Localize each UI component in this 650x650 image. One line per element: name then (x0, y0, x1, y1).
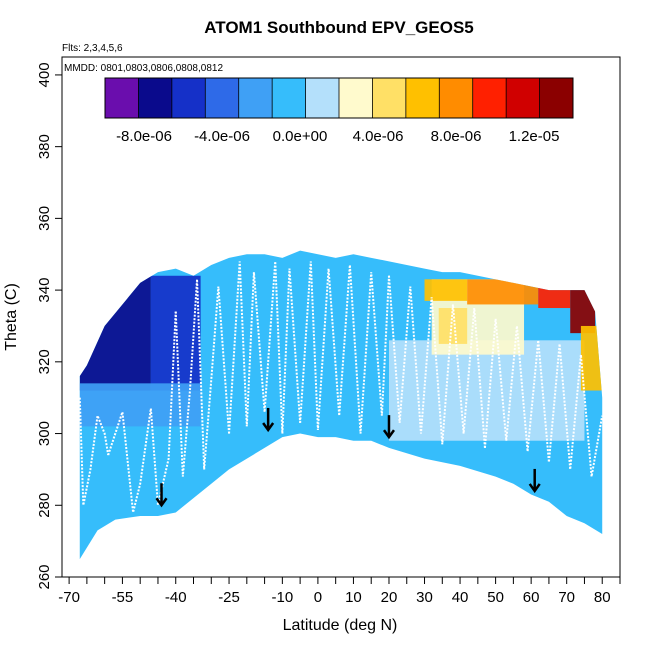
dates-note: MMDD: 0801,0803,0806,0808,0812 (64, 63, 223, 74)
x-tick-label: 80 (594, 589, 611, 606)
y-tick-label: 380 (36, 134, 53, 159)
x-tick-label: 30 (416, 589, 433, 606)
y-tick-label: 300 (36, 421, 53, 446)
colorbar-swatch-5 (272, 78, 306, 118)
colorbar-swatch-3 (205, 78, 240, 118)
x-tick-label: -40 (165, 589, 187, 606)
colorbar-swatch-6 (305, 78, 340, 118)
colorbar-swatch-11 (472, 78, 507, 118)
epv-region-2 (79, 383, 201, 427)
flights-note: Flts: 2,3,4,5,6 (62, 43, 123, 54)
epv-region-8 (538, 282, 571, 309)
epv-region-0 (79, 272, 151, 391)
colorbar-swatch-0 (105, 78, 139, 118)
x-tick-label: -70 (58, 589, 80, 606)
flight-track-5 (387, 275, 486, 448)
colorbar-tick-label: -8.0e-06 (116, 128, 172, 145)
colorbar-swatch-2 (171, 78, 206, 118)
flight-track-1 (107, 311, 177, 513)
colorbar-swatch-9 (405, 78, 440, 118)
x-tick-label: -10 (272, 589, 294, 606)
colorbar-tick-label: -4.0e-06 (194, 128, 250, 145)
y-tick-label: 360 (36, 206, 53, 231)
epv-region-10 (580, 325, 603, 391)
flight-track-6 (483, 318, 604, 477)
x-tick-label: 20 (381, 589, 398, 606)
down-arrow-2 (382, 415, 395, 440)
colorbar-frame (104, 77, 574, 119)
colorbar-tick-label: 0.0e+00 (273, 128, 328, 145)
x-tick-label: -55 (112, 589, 134, 606)
epv-heatmap (79, 250, 603, 560)
colorbar-swatch-7 (339, 78, 373, 118)
epv-region-7 (467, 279, 539, 305)
colorbar-swatch-13 (539, 78, 574, 118)
flight-track-2 (174, 279, 231, 477)
x-tick-label: -25 (218, 589, 240, 606)
y-axis: 260 280 300 320 340 360 380 400 (36, 62, 62, 590)
colorbar (104, 77, 574, 119)
y-tick-label: 280 (36, 493, 53, 518)
colorbar-tick-label: 1.2e-05 (509, 128, 560, 145)
flight-track-3 (228, 261, 302, 434)
y-tick-label: 400 (36, 62, 53, 87)
x-axis: -70 -55 -40 -25 -10 0 10 20 30 40 50 60 70 80 (58, 576, 621, 606)
x-tick-label: 70 (558, 589, 575, 606)
x-axis-title: Latitude (deg N) (283, 617, 398, 634)
down-arrow-0 (155, 483, 168, 508)
colorbar-swatch-1 (138, 78, 173, 118)
flight-track-4 (299, 261, 390, 434)
x-tick-label: 60 (523, 589, 540, 606)
x-tick-label: 10 (345, 589, 362, 606)
flight-track-0 (78, 397, 110, 506)
chart-title: ATOM1 Southbound EPV_GEOS5 (204, 18, 474, 37)
colorbar-swatch-12 (506, 78, 540, 118)
y-tick-label: 340 (36, 278, 53, 303)
x-tick-label: 50 (487, 589, 504, 606)
down-arrow-1 (262, 407, 275, 433)
epv-region-6 (424, 279, 468, 301)
y-tick-label: 260 (36, 564, 53, 589)
arrow-markers (155, 407, 541, 508)
colorbar-swatch-10 (439, 78, 474, 118)
down-arrow-3 (528, 468, 541, 494)
colorbar-swatch-4 (238, 78, 273, 118)
flight-tracks (78, 261, 604, 513)
x-tick-label: 0 (314, 589, 322, 606)
colorbar-swatch-8 (372, 78, 407, 118)
colorbar-tick-label: 4.0e-06 (353, 128, 404, 145)
x-tick-label: 40 (452, 589, 469, 606)
colorbar-tick-labels: -8.0e-06 -4.0e-06 0.0e+00 4.0e-06 8.0e-06 1.2… (116, 128, 559, 145)
y-axis-title: Theta (C) (3, 283, 20, 351)
y-tick-label: 320 (36, 349, 53, 374)
colorbar-tick-label: 8.0e-06 (431, 128, 482, 145)
